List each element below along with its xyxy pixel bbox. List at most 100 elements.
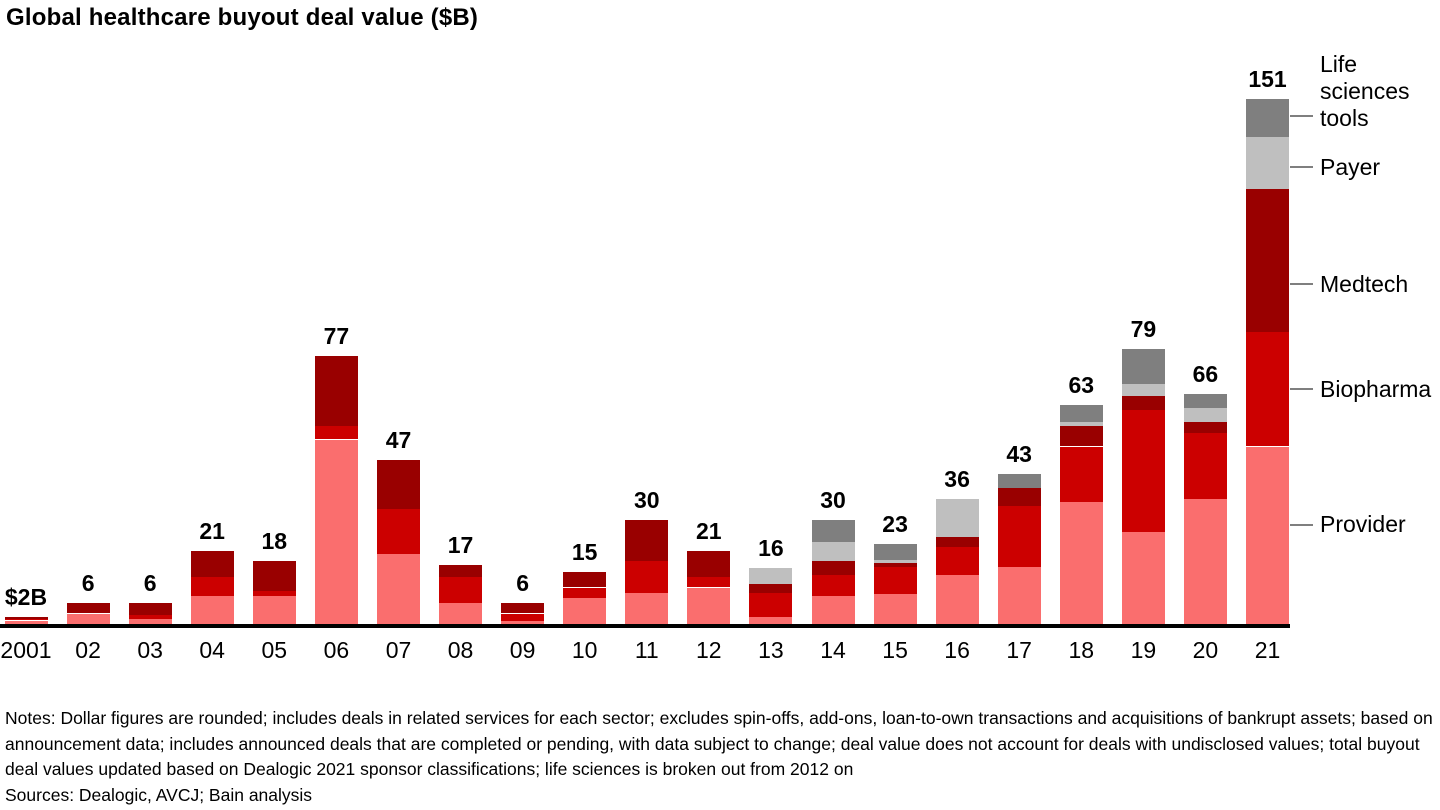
bar-2001-segment-biopharma [4,618,48,621]
x-axis-label-09: 09 [509,637,536,663]
legend-tick-payer [1290,166,1313,168]
bar-08-segment-medtech [439,564,482,577]
bar-10-segment-provider [563,597,607,624]
bar-10-segment-medtech [563,571,607,588]
x-axis-label-11: 11 [634,637,659,663]
bar-10-segment-biopharma [563,587,607,598]
bar-20-segment-biopharma [1183,432,1227,499]
legend-tick-life-sciences-tools [1290,115,1313,117]
bar-14-segment-provider [811,596,855,624]
x-axis-label-18: 18 [1068,637,1095,663]
bar-02-segment-medtech [66,603,110,614]
bar-16-segment-medtech [935,537,979,548]
bar-20-segment-life-sciences-tools [1183,394,1227,409]
bar-21-segment-life-sciences-tools [1246,98,1289,137]
bar-05-segment-biopharma [252,590,296,597]
bar-06-segment-provider [314,439,358,624]
bar-02-segment-provider [66,613,110,624]
x-axis-label-16: 16 [944,637,970,663]
legend-tick-provider [1290,524,1313,526]
bar-15-segment-biopharma [873,566,917,595]
bar-19-segment-provider [1121,531,1165,624]
bar-21-segment-provider [1246,446,1289,624]
legend-label-provider: Provider [1320,511,1406,537]
bar-05-segment-medtech [252,561,296,591]
bar-04-segment-medtech [190,550,234,577]
bar-21-segment-biopharma [1246,331,1289,447]
bar-19-segment-biopharma [1121,410,1165,532]
bar-2001-segment-medtech [4,617,48,619]
bar-17-segment-medtech [997,488,1041,506]
bar-17-segment-provider [997,566,1041,624]
bar-18-segment-payer [1059,422,1103,426]
bar-07-value-label: 47 [385,427,412,454]
bar-13-segment-provider [749,617,793,624]
bar-12-segment-biopharma [687,577,731,588]
bar-12-segment-provider [687,587,731,624]
bar-07-segment-medtech [377,460,420,510]
bar-2001-value-label: $2B [4,584,48,610]
bar-06-segment-medtech [314,356,358,426]
bar-21-value-label: 151 [1248,65,1287,92]
bar-18-segment-life-sciences-tools [1059,404,1103,423]
bar-19-value-label: 79 [1130,316,1157,343]
bar-04-segment-biopharma [190,577,234,597]
bar-15-segment-provider [873,594,917,624]
bar-20-segment-medtech [1183,422,1227,433]
x-axis-label-07: 07 [385,637,412,663]
bar-13-segment-payer [749,568,793,584]
x-axis-label-13: 13 [758,637,784,663]
sources-text: Sources: Dealogic, AVCJ; Bain analysis [5,784,313,805]
bar-04-segment-provider [190,596,234,624]
bar-12-segment-medtech [687,550,731,577]
x-axis-label-06: 06 [323,637,350,663]
bar-20-segment-payer [1183,408,1227,423]
bar-03-value-label: 6 [143,570,157,597]
bar-08-value-label: 17 [447,531,474,558]
bar-15-segment-life-sciences-tools [873,544,917,560]
legend-tick-biopharma [1290,388,1313,390]
bar-14-segment-payer [811,542,855,562]
bar-19-segment-life-sciences-tools [1121,349,1165,384]
legend-label-payer: Payer [1320,154,1381,180]
x-axis-label-17: 17 [1006,637,1032,663]
bar-08-segment-provider [439,603,482,624]
x-axis-label-08: 08 [447,637,474,663]
bar-15-segment-payer [873,559,917,564]
bar-18-value-label: 63 [1068,371,1095,398]
bar-19-segment-payer [1121,383,1165,397]
x-axis-line [0,624,1290,628]
bar-2001-segment-provider [4,620,48,624]
bar-21-segment-payer [1246,136,1289,189]
bar-11-segment-provider [625,592,669,624]
bar-15-value-label: 23 [882,511,908,537]
bar-18-segment-medtech [1059,425,1103,447]
x-axis-label-05: 05 [261,637,288,663]
bar-09-segment-biopharma [501,613,545,621]
x-axis-label-20: 20 [1192,637,1219,663]
bar-16-segment-biopharma [935,547,979,576]
chart-footer: Notes: Dollar figures are rounded; inclu… [5,706,1440,808]
x-axis-label-15: 15 [882,637,908,663]
bar-06-segment-biopharma [314,425,358,440]
bar-14-segment-medtech [811,561,855,576]
bar-14-segment-biopharma [811,575,855,597]
bar-16-segment-provider [935,575,979,624]
legend-label-biopharma: Biopharma [1320,376,1432,402]
bar-17-segment-biopharma [997,505,1041,567]
legend-label-life-sciences-tools: Life sciences tools [1320,51,1410,131]
bar-02-value-label: 6 [81,570,95,597]
bar-03-segment-provider [128,618,172,624]
bar-11-value-label: 30 [634,486,660,513]
bar-14-value-label: 30 [820,486,846,513]
x-axis-label-19: 19 [1130,637,1157,663]
bar-13-segment-biopharma [749,592,793,618]
bar-10-value-label: 15 [571,538,598,565]
bar-09-value-label: 6 [516,570,529,597]
legend-label-medtech: Medtech [1320,271,1409,297]
bar-11-segment-medtech [625,519,669,562]
bar-16-value-label: 36 [944,465,970,492]
bar-09-segment-medtech [501,603,545,614]
